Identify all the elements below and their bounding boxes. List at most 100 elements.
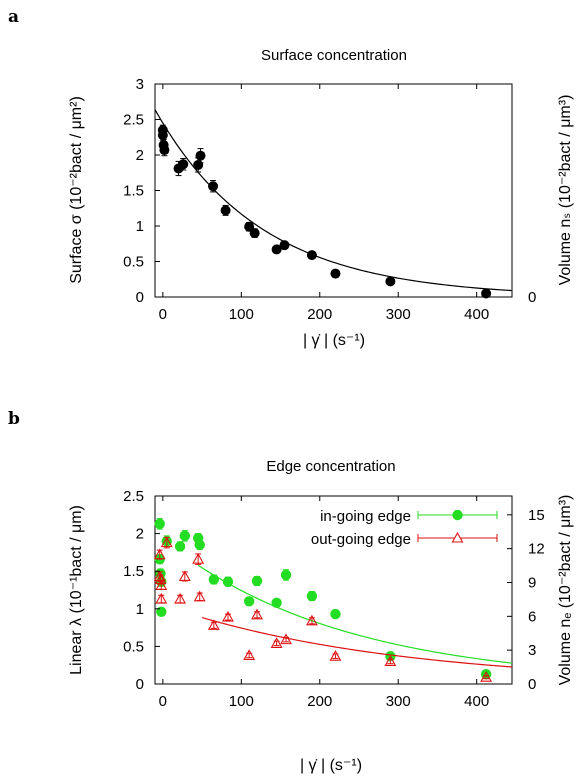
legend-swatch-in-going — [417, 509, 498, 521]
data-point — [280, 569, 292, 581]
data-point — [481, 288, 492, 299]
data-point — [192, 553, 205, 564]
data-point — [153, 570, 166, 582]
data-point — [251, 575, 263, 587]
chart-b-title: Edge concentration — [266, 458, 395, 475]
chart-b-legend: in-going edge out-going edge — [311, 508, 498, 548]
data-point — [155, 592, 168, 604]
data-point — [193, 159, 204, 170]
y2-tick-label: 0 — [528, 676, 536, 693]
y-tick-label: 2 — [136, 147, 144, 164]
y2-tick-label: 3 — [528, 642, 536, 659]
data-point — [208, 574, 220, 585]
chart-b-y-ticks: 0 0.5 1 1.5 2 2.5 — [123, 488, 160, 693]
panel-b: b Edge concentration 0 100 200 300 400 0 0.5 1… — [8, 409, 574, 774]
chart-a-plot-frame — [154, 83, 513, 298]
data-point — [480, 671, 493, 682]
data-point — [154, 518, 165, 530]
legend-label-in-going: in-going edge — [320, 508, 411, 525]
panel-letter-a: a — [8, 7, 19, 27]
data-point — [271, 597, 282, 608]
data-point — [280, 633, 292, 645]
data-point — [330, 608, 341, 620]
chart-a-x-axis-label: | γ̇ | (s⁻¹) — [303, 332, 365, 349]
chart-a-y2-axis-label: Volume nₛ (10⁻²bact / μm³) — [557, 95, 574, 286]
data-point — [174, 592, 187, 604]
x-tick-label: 400 — [464, 306, 489, 323]
data-point — [159, 145, 170, 156]
x-tick-label: 200 — [307, 693, 332, 710]
chart-b-plot-frame — [154, 495, 513, 685]
fit-curve — [154, 109, 513, 292]
data-point — [306, 250, 317, 261]
data-point — [178, 159, 189, 170]
y-tick-label: 0 — [136, 676, 144, 693]
data-point — [385, 276, 396, 287]
data-point — [251, 608, 263, 620]
legend-marker — [451, 531, 464, 543]
data-point — [305, 614, 318, 626]
y2-tick-label: 12 — [528, 541, 545, 558]
y-tick-label: 0.5 — [123, 638, 144, 655]
legend-marker — [452, 509, 463, 521]
data-point — [155, 579, 168, 591]
chart-a-title: Surface concentration — [261, 47, 407, 64]
data-point — [179, 530, 191, 542]
chart-b-x-axis-label: | γ̇ | (s⁻¹) — [300, 757, 362, 774]
chart-a-x-ticks: 0 100 200 300 400 — [159, 84, 489, 323]
x-tick-label: 400 — [464, 693, 489, 710]
data-point — [178, 570, 191, 582]
data-point — [157, 130, 168, 141]
y-tick-label: 0.5 — [123, 254, 144, 271]
y-tick-label: 1.5 — [123, 563, 144, 580]
panel-letter-b: b — [8, 409, 20, 429]
x-tick-label: 300 — [386, 306, 411, 323]
y2-tick-label: 0 — [528, 289, 536, 306]
data-point — [208, 181, 219, 192]
x-tick-label: 100 — [229, 693, 254, 710]
data-point — [153, 548, 166, 560]
data-point — [222, 576, 234, 587]
data-point — [384, 655, 397, 666]
data-point — [195, 150, 206, 161]
data-point — [271, 244, 282, 255]
x-tick-label: 0 — [159, 693, 167, 710]
data-point — [249, 228, 260, 239]
y-tick-label: 1 — [136, 601, 144, 618]
data-point — [174, 541, 186, 552]
data-point — [330, 268, 341, 279]
y-tick-label: 2 — [136, 526, 144, 543]
y-tick-label: 3 — [136, 76, 144, 93]
y-tick-label: 2.5 — [123, 488, 144, 505]
legend-swatch-out-going — [417, 531, 498, 543]
data-point — [222, 610, 234, 622]
data-point — [270, 637, 283, 648]
chart-b-x-ticks: 0 100 200 300 400 — [159, 496, 489, 710]
fit-curve-1 — [201, 616, 513, 668]
y2-tick-label: 9 — [528, 575, 536, 592]
data-point — [220, 205, 231, 216]
chart-a-y2-ticks: 0 — [507, 289, 536, 306]
panel-a: a Surface concentration 0 100 200 300 400 0 0… — [8, 7, 574, 349]
data-point — [329, 650, 342, 661]
chart-a-y-ticks: 0 0.5 1 1.5 2 2.5 3 — [123, 76, 160, 306]
data-point — [160, 536, 173, 548]
data-point — [279, 240, 290, 251]
x-tick-label: 100 — [229, 306, 254, 323]
y-tick-label: 0 — [136, 289, 144, 306]
chart-a-marks — [154, 109, 513, 299]
chart-a-y-axis-label: Surface σ (10⁻²bact / μm²) — [68, 96, 85, 284]
y-tick-label: 1.5 — [123, 183, 144, 200]
chart-b-marks — [153, 518, 513, 682]
y2-tick-label: 6 — [528, 608, 536, 625]
x-tick-label: 200 — [307, 306, 332, 323]
x-tick-label: 300 — [386, 693, 411, 710]
data-point — [156, 606, 167, 618]
chart-b-y2-ticks: 0 3 6 9 12 15 — [507, 507, 545, 693]
fit-curve-0 — [197, 564, 513, 664]
data-point — [243, 596, 255, 607]
chart-b-y-axis-label: Linear λ (10⁻¹bact / μm) — [68, 505, 85, 675]
y2-tick-label: 15 — [528, 507, 545, 524]
data-point — [306, 590, 318, 602]
